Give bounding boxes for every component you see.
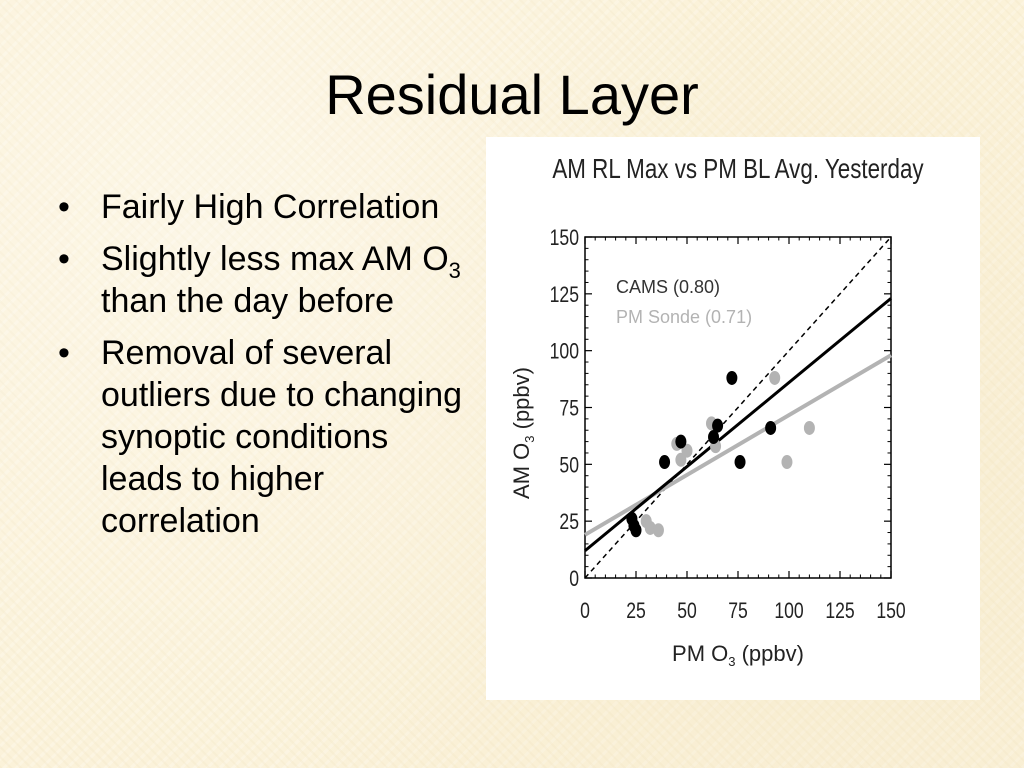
bullet-icon: • bbox=[58, 240, 70, 278]
bullet-item: • Fairly High Correlation bbox=[58, 186, 478, 228]
cams-point bbox=[726, 370, 738, 385]
y-axis-label-subscript: 3 bbox=[522, 436, 537, 443]
chart-title: AM RL Max vs PM BL Avg. Yesterday bbox=[552, 154, 924, 185]
pm-sonde-point bbox=[769, 370, 781, 385]
bullet-text-start: Slightly less max AM O bbox=[101, 240, 449, 278]
pm-sonde-point bbox=[781, 455, 793, 470]
bullet-text-end: than the day before bbox=[101, 282, 395, 320]
tick-labels: 0 25 50 75 100 125 150 0 25 50 75 100 125 150 bbox=[550, 226, 906, 623]
x-tick-label: 0 bbox=[580, 599, 590, 623]
bullet-subscript: 3 bbox=[448, 258, 461, 283]
pm-sonde-point bbox=[652, 523, 664, 538]
legend-pm-sonde: PM Sonde (0.71) bbox=[616, 307, 752, 327]
y-axis-label-end: (ppbv) bbox=[509, 367, 534, 435]
y-axis-label-start: AM O bbox=[509, 443, 534, 499]
series-2-fit-line bbox=[583, 353, 893, 537]
x-axis-label: PM O3 (ppbv) bbox=[672, 641, 804, 669]
y-tick-label: 125 bbox=[550, 283, 579, 307]
cams-point bbox=[708, 430, 720, 445]
x-axis-label-subscript: 3 bbox=[728, 654, 735, 669]
data-points bbox=[626, 370, 815, 538]
chart-panel: AM RL Max vs PM BL Avg. Yesterday 0 25 50 7… bbox=[486, 137, 980, 700]
bullet-icon: • bbox=[58, 334, 70, 372]
bullet-list: • Fairly High Correlation • Slightly les… bbox=[58, 186, 478, 552]
series-1-fit-line bbox=[584, 297, 892, 552]
x-tick-label: 75 bbox=[728, 599, 748, 623]
y-tick-label: 25 bbox=[559, 510, 579, 534]
x-tick-label: 25 bbox=[626, 599, 646, 623]
scatter-chart: AM RL Max vs PM BL Avg. Yesterday 0 25 50 7… bbox=[509, 154, 924, 669]
pm-sonde-point bbox=[681, 443, 693, 458]
y-tick-label: 50 bbox=[559, 454, 579, 478]
y-axis-label: AM O3 (ppbv) bbox=[509, 367, 537, 499]
cams-point bbox=[659, 455, 671, 470]
cams-point bbox=[630, 523, 642, 538]
x-tick-label: 100 bbox=[774, 599, 803, 623]
cams-point bbox=[734, 455, 746, 470]
bullet-text: Removal of several outliers due to chang… bbox=[101, 334, 463, 540]
bullet-item: • Slightly less max AM O3 than the day b… bbox=[58, 238, 478, 322]
pm-sonde-point bbox=[803, 420, 815, 435]
bullet-text: Fairly High Correlation bbox=[101, 188, 440, 226]
y-tick-label: 100 bbox=[550, 340, 579, 364]
y-tick-label: 0 bbox=[569, 567, 579, 591]
y-tick-label: 150 bbox=[550, 226, 579, 250]
slide-title: Residual Layer bbox=[325, 63, 699, 126]
bullet-item: • Removal of several outliers due to cha… bbox=[58, 332, 478, 542]
bullet-icon: • bbox=[58, 188, 70, 226]
cams-point bbox=[765, 420, 777, 435]
cams-point bbox=[712, 418, 724, 433]
x-tick-label: 50 bbox=[677, 599, 697, 623]
tick-marks bbox=[584, 236, 892, 579]
cams-point bbox=[675, 434, 687, 449]
x-axis-label-start: PM O bbox=[672, 641, 728, 666]
y-tick-label: 75 bbox=[559, 397, 579, 421]
legend-cams: CAMS (0.80) bbox=[616, 277, 720, 297]
x-tick-label: 125 bbox=[825, 599, 854, 623]
pm-sonde-point bbox=[675, 452, 687, 467]
x-axis-label-end: (ppbv) bbox=[735, 641, 803, 666]
x-tick-label: 150 bbox=[876, 599, 905, 623]
